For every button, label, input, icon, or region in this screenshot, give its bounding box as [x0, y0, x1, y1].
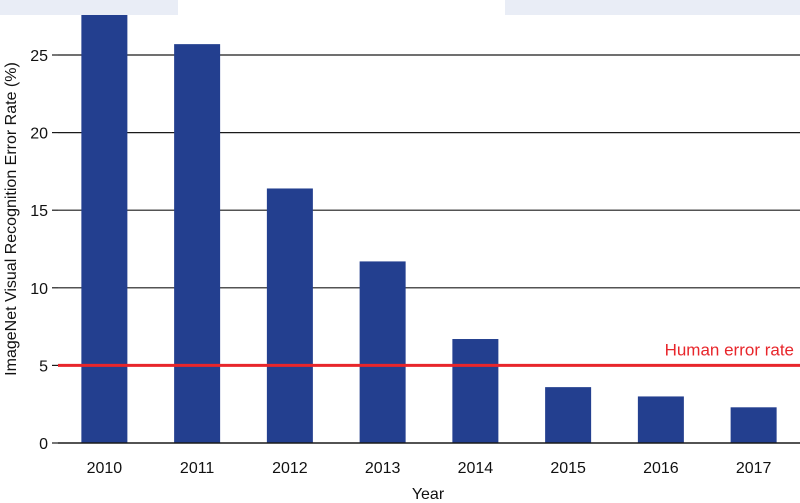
x-tick-label: 2011: [180, 460, 215, 477]
x-axis-title: Year: [412, 486, 445, 503]
bar-2010: [81, 15, 128, 443]
human-error-line-group: Human error rate: [58, 340, 800, 367]
y-axis-title: ImageNet Visual Recognition Error Rate (…: [3, 62, 20, 376]
y-tick-labels: 0 5 10 15 20 25: [30, 48, 58, 453]
x-tick-label: 2016: [643, 460, 679, 477]
x-tick-label: 2015: [550, 460, 586, 477]
human-error-rate-label: Human error rate: [665, 340, 794, 359]
bar-2014: [452, 339, 499, 443]
x-tick-label: 2010: [87, 460, 123, 477]
bar-2015: [545, 387, 592, 443]
y-tick-label: 5: [39, 358, 48, 375]
x-tick-label: 2012: [272, 460, 308, 477]
top-band-left: [0, 0, 178, 15]
bars: [81, 15, 777, 444]
y-tick-label: 20: [30, 126, 48, 143]
bar-2012: [266, 188, 313, 443]
x-tick-label: 2017: [736, 460, 772, 477]
x-tick-label: 2013: [365, 460, 401, 477]
top-band-right: [505, 0, 800, 15]
x-tick-labels: 2010 2011 2012 2013 2014 2015 2016 2017: [87, 460, 772, 477]
bar-2013: [359, 261, 406, 443]
y-tick-label: 25: [30, 48, 48, 65]
gridlines: [58, 54, 800, 366]
bar-2017: [730, 407, 777, 443]
bar-2011: [174, 44, 221, 444]
y-tick-label: 0: [39, 436, 48, 453]
bar-2016: [637, 396, 684, 443]
y-tick-label: 15: [30, 203, 48, 220]
x-tick-label: 2014: [458, 460, 494, 477]
y-tick-label: 10: [30, 281, 48, 298]
